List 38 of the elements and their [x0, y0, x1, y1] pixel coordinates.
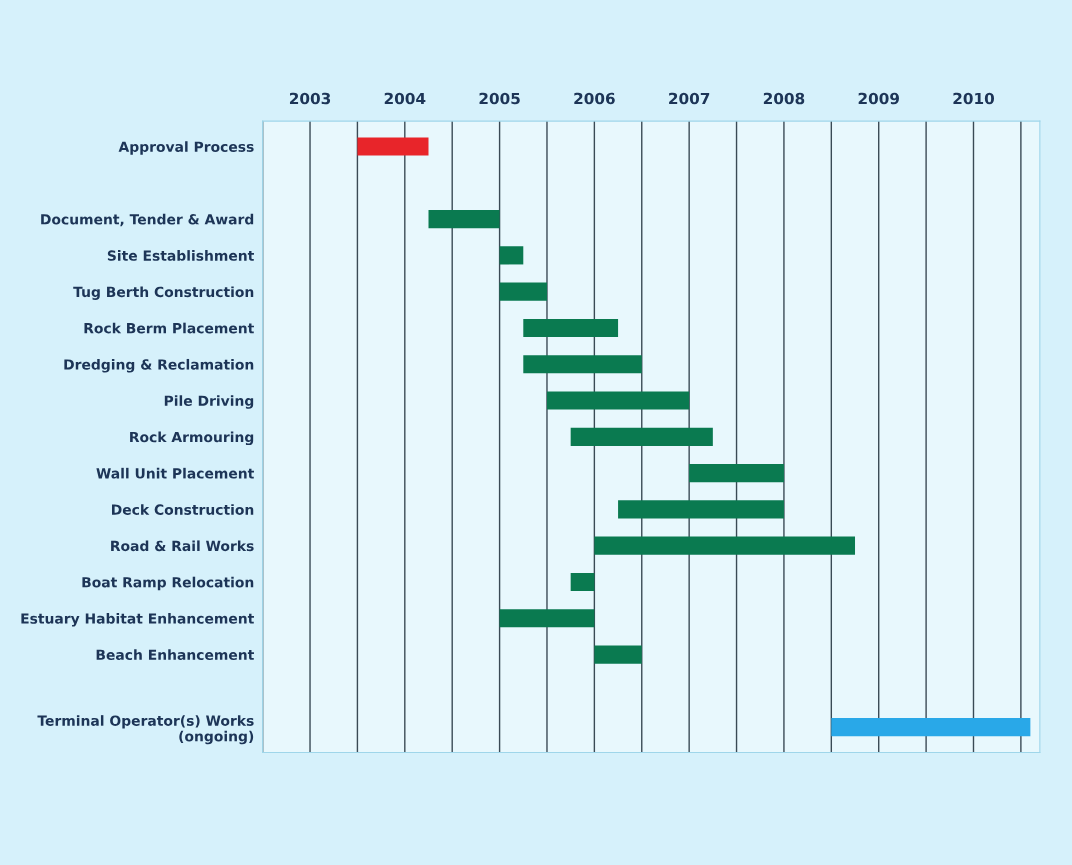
- bar: [618, 500, 784, 519]
- y-tick-label: Terminal Operator(s) Works (ongoing): [37, 715, 254, 745]
- bar: [357, 137, 429, 156]
- x-tick-label: 2005: [479, 92, 520, 105]
- bar: [499, 609, 595, 628]
- y-tick-label: Estuary Habitat Enhancement: [21, 613, 254, 627]
- y-tick-label: Dredging & Reclamation: [64, 358, 254, 373]
- bar: [570, 427, 713, 446]
- y-tick-label: Deck Construction: [112, 504, 254, 515]
- y-tick-label: Road & Rail Works: [111, 540, 254, 552]
- bar: [689, 464, 784, 483]
- bar: [570, 572, 595, 592]
- y-tick-label: Pile Driving: [164, 395, 254, 409]
- bar: [831, 718, 1031, 737]
- y-tick-label: Approval Process: [118, 141, 254, 155]
- y-tick-label: Beach Enhancement: [96, 649, 254, 661]
- y-tick-label: Document, Tender & Award: [41, 213, 254, 227]
- bar: [523, 355, 642, 374]
- x-tick-label: 2008: [763, 92, 805, 105]
- x-tick-label: 2004: [384, 92, 426, 105]
- bar: [546, 391, 690, 410]
- y-tick-label: Rock Berm Placement: [84, 322, 254, 334]
- y-tick-label: Wall Unit Placement: [96, 467, 254, 479]
- x-tick-label: 2009: [858, 92, 899, 105]
- x-tick-label: 2010: [953, 92, 995, 105]
- x-tick-label: 2006: [574, 92, 615, 105]
- bar: [523, 318, 619, 338]
- y-tick-label: Site Establishment: [107, 250, 254, 261]
- bar: [428, 210, 500, 229]
- bar: [594, 645, 642, 664]
- x-tick-label: 2007: [669, 92, 710, 105]
- bar: [499, 246, 524, 265]
- bar: [499, 282, 547, 301]
- y-tick-label: Tug Berth Construction: [73, 286, 254, 300]
- x-tick-label: 2003: [289, 92, 331, 105]
- bar: [594, 536, 856, 555]
- y-tick-label: Boat Ramp Relocation: [82, 576, 254, 591]
- y-tick-label: Rock Armouring: [130, 431, 254, 446]
